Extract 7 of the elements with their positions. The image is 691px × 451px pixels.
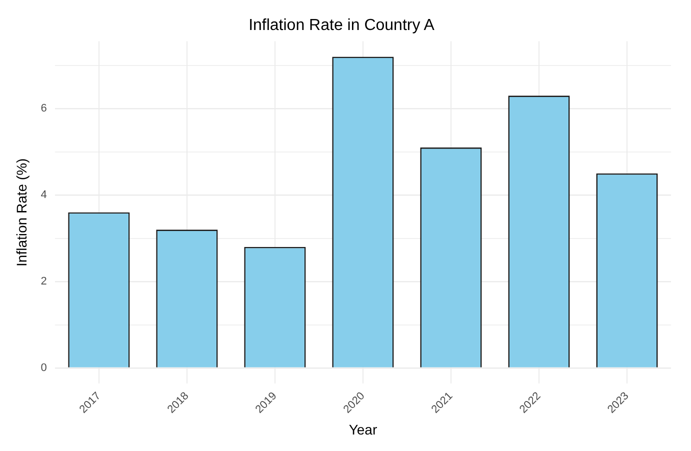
y-tick-label: 2 [40,276,47,288]
y-axis-title: Inflation Rate (%) [13,158,30,266]
y-tick-label: 6 [40,102,47,115]
x-axis-title: Year [348,421,378,438]
y-tick-label: 0 [40,362,47,374]
chart-title: Inflation Rate in Country A [248,17,435,34]
y-tick-label: 4 [40,189,47,202]
